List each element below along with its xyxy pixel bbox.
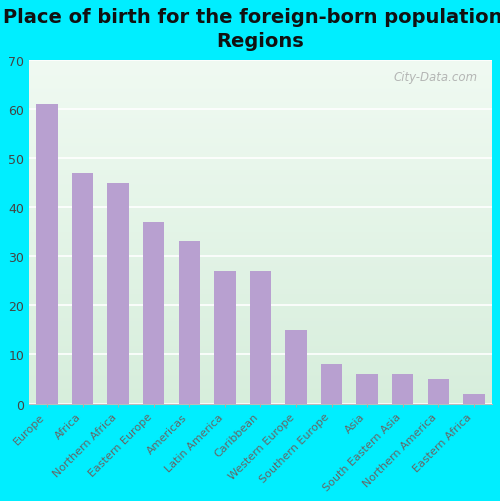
- Text: City-Data.com: City-Data.com: [394, 71, 478, 84]
- Bar: [143, 222, 165, 404]
- Bar: [250, 272, 271, 404]
- Bar: [214, 272, 236, 404]
- Bar: [321, 365, 342, 404]
- Bar: [108, 183, 129, 404]
- Bar: [428, 379, 449, 404]
- Bar: [72, 173, 93, 404]
- Bar: [36, 105, 58, 404]
- Bar: [356, 374, 378, 404]
- Title: Place of birth for the foreign-born population -
Regions: Place of birth for the foreign-born popu…: [4, 9, 500, 51]
- Bar: [392, 374, 413, 404]
- Bar: [286, 330, 306, 404]
- Bar: [178, 242, 200, 404]
- Bar: [463, 394, 484, 404]
